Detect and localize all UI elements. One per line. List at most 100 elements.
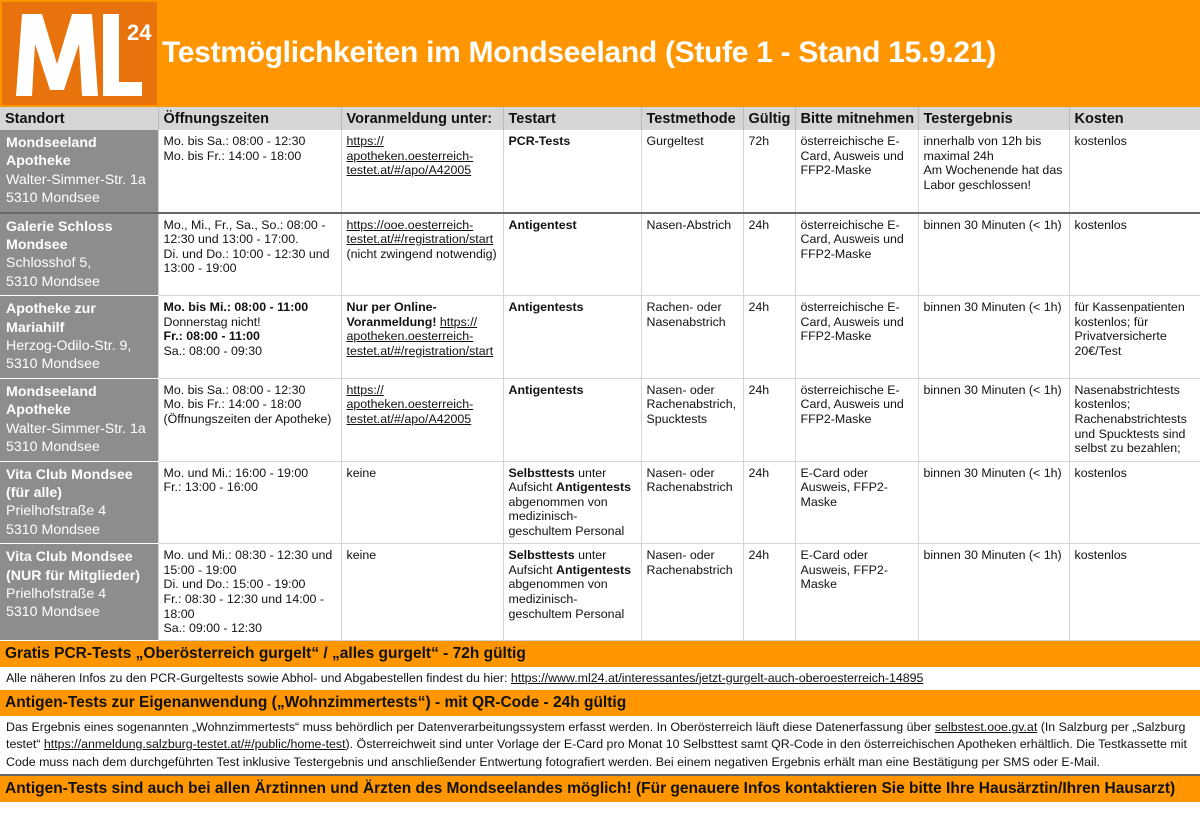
location-address-line: Walter-Simmer-Str. 1a [6, 171, 146, 188]
location-cell: Mondseeland Apotheke Walter-Simmer-Str. 1… [0, 378, 159, 462]
result-cell: innerhalb von 12h bis maximal 24h Am Woch… [918, 130, 1070, 214]
hours-line: (Öffnungszeiten der Apotheke) [163, 412, 332, 427]
column-header: Öffnungszeiten [158, 107, 342, 130]
test-locations-table: Standort Öffnungszeiten Voranmeldung unter… [0, 107, 1200, 641]
type-cell: Selbsttests unter Aufsicht Antigentests … [503, 461, 642, 545]
location-address-line: Prielhofstraße 4 [6, 503, 107, 520]
method-cell: Nasen- oder Rachenabstrich, Spucktests [641, 378, 744, 462]
selbsttest-ooe-link[interactable]: selbstest.ooe.gv.at [934, 719, 1038, 734]
registration-line: https:// apotheken.oesterreich-testet.at… [347, 134, 498, 178]
location-address-line: Walter-Simmer-Str. 1a [6, 420, 146, 437]
location-address-line: Schlosshof 5, [6, 255, 92, 272]
text-segment: Mo. bis Mi.: 08:00 - 11:00 [163, 300, 309, 315]
valid-cell: 24h [743, 212, 796, 297]
method-cell: Nasen- oder Rachenabstrich [641, 543, 744, 641]
header-banner: 24 Testmöglichkeiten im Mondseeland (Stu… [0, 0, 1200, 107]
location-name: Mondseeland Apotheke [6, 383, 97, 419]
registration-link[interactable]: https://ooe.oesterreich-testet.at/#/regi… [346, 217, 494, 247]
registration-cell: keine [341, 461, 504, 545]
type-line: Selbsttests unter Aufsicht Antigentests … [509, 466, 636, 539]
svg-text:24: 24 [127, 20, 152, 45]
location-cell: Vita Club Mondsee (NUR für Mitglieder) Pr… [0, 543, 159, 641]
antigen-text-2: (In Salzburg per „Salzburg testet“ [6, 719, 1186, 752]
type-line: Antigentests [509, 300, 636, 315]
result-line: binnen 30 Minuten (< 1h) [923, 217, 1062, 232]
registration-line: https:// apotheken.oesterreich-testet.at… [347, 383, 498, 427]
location-address-line: 5310 Mondsee [6, 521, 100, 538]
hours-line: Mo. bis Fr.: 14:00 - 18:00 [163, 397, 302, 412]
cost-line: Nasenabstrichtests kostenlos; Rachenabst… [1074, 382, 1187, 456]
registration-cell: https:// apotheken.oesterreich-testet.at… [341, 130, 504, 214]
bring-cell: österreichische E-Card, Ausweis und FFP2… [795, 130, 919, 214]
ml24-logo[interactable]: 24 [2, 2, 157, 105]
location-cell: Vita Club Mondsee (für alle) Prielhofstra… [0, 461, 159, 545]
pcr-info-text: Alle näheren Infos zu den PCR-Gurgeltest… [6, 670, 511, 685]
bring-cell: österreichische E-Card, Ausweis und FFP2… [795, 378, 919, 462]
result-cell: binnen 30 Minuten (< 1h) [918, 461, 1070, 545]
result-cell: binnen 30 Minuten (< 1h) [918, 543, 1070, 641]
text-segment: Antigentests [508, 382, 584, 397]
valid-line: 24h [748, 217, 770, 232]
column-header: Testart [503, 107, 642, 130]
location-name: Vita Club Mondsee (NUR für Mitglieder) [6, 549, 140, 584]
hours-line: Donnerstag nicht! [163, 314, 261, 329]
hours-line: Di. und Do.: 15:00 - 19:00 [163, 577, 306, 592]
location-cell: Apotheke zur Mariahilf Herzog-Odilo-Str. … [0, 295, 159, 379]
text-segment: Antigentests [556, 480, 632, 495]
registration-link[interactable]: https:// apotheken.oesterreich-testet.at… [346, 134, 474, 178]
valid-line: 24h [748, 300, 770, 315]
registration-link[interactable]: https:// apotheken.oesterreich-testet.at… [346, 382, 474, 427]
salzburg-testet-link[interactable]: https://anmeldung.salzburg-testet.at/#/p… [43, 737, 346, 752]
cost-cell: kostenlos [1069, 130, 1200, 214]
hours-line: Mo. und Mi.: 16:00 - 19:00 [163, 465, 309, 480]
column-header: Testmethode [641, 107, 744, 130]
text-segment: Selbsttests [508, 465, 575, 480]
hours-line: Mo. bis Mi.: 08:00 - 11:00 [164, 300, 336, 315]
type-line: PCR-Tests [509, 134, 636, 149]
valid-cell: 72h [743, 130, 796, 214]
location-name: Vita Club Mondsee (für alle) [6, 466, 133, 501]
registration-line: https://ooe.oesterreich-testet.at/#/regi… [347, 218, 498, 247]
hours-cell: Mo. und Mi.: 16:00 - 19:00 Fr.: 13:00 - 1… [158, 461, 342, 545]
registration-line: keine [346, 465, 377, 480]
result-line: binnen 30 Minuten (< 1h) [923, 300, 1062, 315]
method-line: Nasen- oder Rachenabstrich, Spucktests [646, 382, 737, 427]
column-header: Testergebnis [918, 107, 1070, 130]
bring-cell: E-Card oder Ausweis, FFP2-Maske [795, 543, 919, 641]
text-segment: Selbsttests [508, 548, 575, 563]
hours-line: Sa.: 09:00 - 12:30 [163, 621, 263, 636]
hours-line: Mo. und Mi.: 08:30 - 12:30 und 15:00 - 1… [163, 548, 333, 577]
table-row: Apotheke zur Mariahilf Herzog-Odilo-Str. … [0, 295, 1200, 379]
text-segment: Fr.: 08:00 - 11:00 [163, 329, 260, 344]
registration-line: keine [346, 548, 377, 563]
method-line: Rachen- oder Nasenabstrich [646, 300, 726, 329]
type-cell: PCR-Tests [503, 130, 642, 214]
pcr-section-text: Alle näheren Infos zu den PCR-Gurgeltest… [0, 667, 1200, 690]
location-name: Galerie Schloss Mondsee [6, 218, 113, 254]
bring-cell: österreichische E-Card, Ausweis und FFP2… [795, 295, 919, 379]
hours-cell: Mo., Mi., Fr., Sa., So.: 08:00 - 12:30 u… [158, 212, 342, 297]
bring-line: E-Card oder Ausweis, FFP2-Maske [800, 465, 888, 509]
method-cell: Nasen-Abstrich [641, 212, 744, 297]
registration-link[interactable]: https:// apotheken.oesterreich-testet.at… [346, 314, 494, 359]
text-segment: unter Aufsicht [508, 548, 607, 577]
location-cell: Mondseeland Apotheke Walter-Simmer-Str. 1… [0, 130, 159, 214]
cost-line: kostenlos [1074, 217, 1127, 232]
pcr-info-link[interactable]: https://www.ml24.at/interessantes/jetzt-… [510, 670, 924, 685]
type-cell: Antigentests [503, 295, 642, 379]
cost-cell: für Kassenpatienten kostenlos; für Priva… [1069, 295, 1200, 379]
valid-cell: 24h [743, 295, 796, 379]
cost-cell: kostenlos [1069, 461, 1200, 545]
text-segment: Antigentest [508, 217, 577, 232]
result-cell: binnen 30 Minuten (< 1h) [918, 212, 1070, 297]
location-address-line: Prielhofstraße 4 [6, 585, 107, 602]
antigen-section-text: Das Ergebnis eines sogenannten „Wohnzimm… [0, 716, 1200, 775]
table-row: Galerie Schloss Mondsee Schlosshof 5, 5310… [0, 212, 1200, 297]
page-title: Testmöglichkeiten im Mondseeland (Stufe … [162, 36, 996, 69]
footer-note: Antigen-Tests sind auch bei allen Ärztin… [0, 774, 1200, 803]
result-cell: binnen 30 Minuten (< 1h) [918, 295, 1070, 379]
antigen-text-3: ). Österreichweit sind unter Vorlage der… [6, 737, 1187, 769]
column-header: Kosten [1069, 107, 1200, 130]
location-name: Apotheke zur Mariahilf [6, 301, 96, 336]
valid-line: 72h [748, 134, 770, 148]
